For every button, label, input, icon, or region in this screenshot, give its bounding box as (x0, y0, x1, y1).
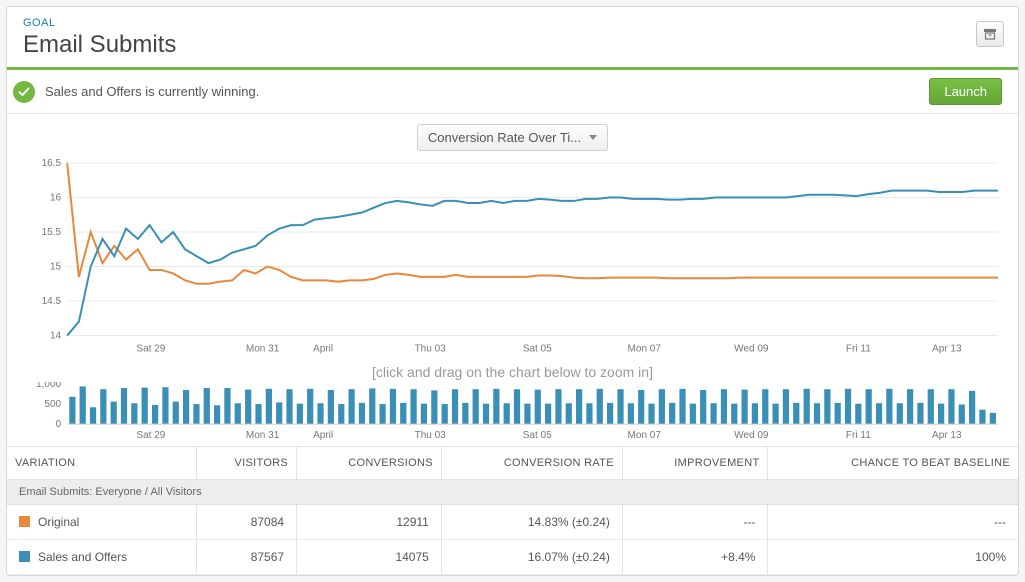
svg-text:14: 14 (50, 331, 62, 342)
conversions-cell: 14075 (297, 539, 442, 574)
col-header: VARIATION (7, 446, 196, 479)
results-table: VARIATIONVISITORSCONVERSIONSCONVERSION R… (7, 446, 1018, 575)
chance-cell: --- (768, 504, 1018, 539)
goal-label: GOAL (23, 17, 1002, 29)
svg-text:Apr 13: Apr 13 (932, 430, 962, 441)
variation-name: Sales and Offers (38, 550, 127, 564)
svg-text:16.5: 16.5 (42, 158, 62, 169)
rate-cell: 14.83% (±0.24) (441, 504, 622, 539)
chart-dropdown-row: Conversion Rate Over Ti... (7, 114, 1018, 157)
svg-text:April: April (313, 344, 333, 355)
col-header: CONVERSIONS (297, 446, 442, 479)
page-title: Email Submits (23, 31, 1002, 59)
col-header: CONVERSION RATE (441, 446, 622, 479)
improvement-cell: +8.4% (622, 539, 768, 574)
svg-text:Fri 11: Fri 11 (846, 430, 871, 441)
status-row: Sales and Offers is currently winning. L… (7, 70, 1018, 114)
svg-text:15.5: 15.5 (42, 227, 62, 238)
archive-icon (983, 27, 997, 41)
rate-cell: 16.07% (±0.24) (441, 539, 622, 574)
table-row: Sales and Offers 875671407516.07% (±0.24)… (7, 539, 1018, 574)
panel-header: GOAL Email Submits (7, 7, 1018, 70)
series-swatch (19, 551, 30, 562)
svg-text:15: 15 (50, 262, 62, 273)
svg-text:Mon 07: Mon 07 (628, 430, 662, 441)
svg-text:Wed 09: Wed 09 (734, 344, 769, 355)
chance-cell: 100% (768, 539, 1018, 574)
conversions-cell: 12911 (297, 504, 442, 539)
svg-text:16: 16 (50, 193, 62, 204)
svg-text:500: 500 (44, 399, 61, 410)
status-text: Sales and Offers is currently winning. (45, 84, 929, 99)
check-icon (18, 86, 30, 98)
chart-type-label: Conversion Rate Over Ti... (428, 130, 581, 145)
svg-text:Sat 29: Sat 29 (136, 344, 165, 355)
improvement-cell: --- (622, 504, 768, 539)
visitors-cell: 87084 (196, 504, 297, 539)
svg-text:Fri 11: Fri 11 (846, 344, 871, 355)
chevron-down-icon (589, 135, 597, 140)
svg-text:Mon 07: Mon 07 (628, 344, 662, 355)
svg-text:Wed 09: Wed 09 (734, 430, 769, 441)
svg-text:Thu 03: Thu 03 (415, 344, 447, 355)
svg-text:Sat 05: Sat 05 (523, 344, 552, 355)
svg-text:Mon 31: Mon 31 (246, 344, 280, 355)
zoom-hint: [click and drag on the chart below to zo… (7, 364, 1018, 380)
col-header: VISITORS (196, 446, 297, 479)
svg-text:14.5: 14.5 (42, 296, 62, 307)
svg-text:Sat 05: Sat 05 (523, 430, 552, 441)
col-header: IMPROVEMENT (622, 446, 768, 479)
table-row: Original870841291114.83% (±0.24)------ (7, 504, 1018, 539)
main-chart[interactable]: 14 14.5 15 15.5 16 16.5 Sat 29 Mon 31 April Thu 0… (7, 157, 1018, 358)
svg-text:1,000: 1,000 (36, 382, 61, 390)
chart-type-dropdown[interactable]: Conversion Rate Over Ti... (417, 124, 608, 151)
svg-text:Apr 13: Apr 13 (932, 344, 962, 355)
col-header: CHANCE TO BEAT BASELINE (768, 446, 1018, 479)
visitors-cell: 87567 (196, 539, 297, 574)
svg-text:Thu 03: Thu 03 (415, 430, 447, 441)
results-panel: GOAL Email Submits Sales and Offers is c… (6, 6, 1019, 576)
winning-badge (13, 81, 35, 103)
launch-button[interactable]: Launch (929, 78, 1002, 105)
variation-name: Original (38, 515, 79, 529)
archive-button[interactable] (976, 21, 1004, 47)
svg-text:0: 0 (56, 419, 62, 430)
table-subheader: Email Submits: Everyone / All Visitors (7, 479, 1018, 504)
series-swatch (19, 516, 30, 527)
mini-chart[interactable]: 0 500 1,000 Sat 29 Mon 31 April Thu 03 Sat 05 Mo… (7, 382, 1018, 446)
svg-text:Sat 29: Sat 29 (136, 430, 165, 441)
svg-text:Mon 31: Mon 31 (246, 430, 280, 441)
svg-text:April: April (313, 430, 333, 441)
